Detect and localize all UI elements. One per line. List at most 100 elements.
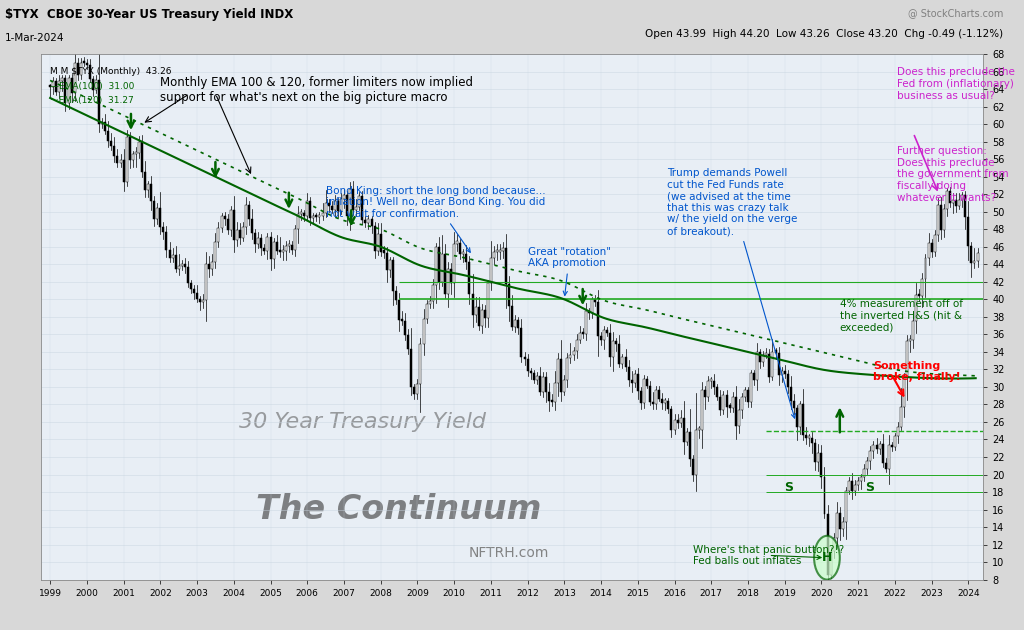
Bar — [172, 255, 173, 258]
Bar — [343, 195, 345, 199]
Bar — [58, 81, 60, 93]
Bar — [790, 387, 792, 401]
Bar — [132, 154, 134, 160]
Text: 30 Year Treasury Yield: 30 Year Treasury Yield — [239, 412, 485, 432]
Bar — [677, 420, 679, 423]
Bar — [579, 333, 581, 340]
Bar — [548, 392, 550, 401]
Bar — [315, 215, 317, 217]
Bar — [282, 250, 284, 252]
Bar — [55, 81, 57, 93]
Text: 4% measurement off of
the inverted H&S (hit &
exceeded): 4% measurement off of the inverted H&S (… — [840, 299, 963, 333]
Bar — [594, 299, 596, 302]
Bar — [695, 430, 697, 476]
Bar — [508, 284, 510, 306]
Bar — [526, 359, 528, 371]
Bar — [129, 137, 131, 160]
Bar — [214, 243, 216, 262]
Bar — [740, 397, 742, 410]
Bar — [946, 191, 948, 209]
Bar — [98, 80, 100, 124]
Bar — [692, 459, 694, 476]
Bar — [220, 216, 222, 229]
Bar — [894, 436, 896, 447]
Bar — [151, 184, 153, 200]
Bar — [377, 234, 379, 251]
Bar — [680, 418, 682, 423]
Bar — [863, 469, 865, 477]
Bar — [882, 444, 884, 463]
Bar — [414, 387, 416, 394]
Bar — [374, 226, 376, 251]
Bar — [444, 254, 446, 294]
Bar — [202, 300, 204, 302]
Bar — [705, 390, 707, 397]
Text: Open 43.99  High 44.20  Low 43.26  Close 43.20  Chg -0.49 (-1.12%): Open 43.99 High 44.20 Low 43.26 Close 43… — [645, 30, 1004, 40]
Bar — [625, 357, 627, 367]
Bar — [245, 205, 247, 227]
Bar — [588, 311, 590, 312]
Bar — [493, 253, 495, 258]
Bar — [872, 445, 874, 451]
Bar — [551, 399, 553, 402]
Bar — [848, 481, 850, 491]
Bar — [420, 344, 422, 384]
Bar — [637, 374, 639, 391]
Bar — [349, 189, 351, 216]
Bar — [144, 172, 146, 190]
Bar — [208, 264, 210, 269]
Bar — [432, 285, 434, 301]
Bar — [943, 209, 945, 230]
Bar — [974, 261, 976, 263]
Bar — [160, 208, 162, 227]
Bar — [312, 216, 314, 218]
Bar — [340, 199, 342, 211]
Bar — [955, 200, 957, 206]
Bar — [358, 197, 360, 207]
Bar — [686, 432, 688, 442]
Bar — [542, 377, 544, 392]
Bar — [952, 200, 954, 203]
Bar — [193, 289, 195, 293]
Bar — [949, 191, 951, 203]
Bar — [236, 230, 238, 240]
Bar — [380, 234, 382, 253]
Bar — [80, 63, 82, 75]
Bar — [780, 371, 782, 375]
Bar — [471, 294, 473, 316]
Bar — [940, 205, 942, 230]
Text: Monthly EMA 100 & 120, former limiters now implied
support for what's next on th: Monthly EMA 100 & 120, former limiters n… — [161, 76, 473, 104]
Bar — [833, 538, 835, 551]
Bar — [288, 244, 290, 246]
Bar — [404, 321, 407, 335]
Text: Trump demands Powell
cut the Fed Funds rate
(we advised at the time
that this wa: Trump demands Powell cut the Fed Funds r… — [668, 168, 798, 418]
Bar — [272, 241, 274, 260]
Bar — [805, 435, 807, 438]
Bar — [903, 377, 905, 407]
Bar — [649, 386, 651, 402]
Bar — [211, 262, 213, 269]
Bar — [426, 304, 428, 319]
Bar — [934, 236, 936, 252]
Bar — [532, 373, 535, 380]
Text: M M $TYX (Monthly)  43.26: M M $TYX (Monthly) 43.26 — [50, 67, 172, 76]
Bar — [655, 390, 657, 404]
Bar — [49, 84, 51, 87]
Bar — [117, 156, 119, 163]
Text: S: S — [784, 481, 793, 494]
Text: S: S — [864, 481, 873, 494]
Bar — [435, 247, 437, 285]
Bar — [468, 263, 470, 294]
Text: H: H — [821, 551, 833, 564]
Bar — [931, 243, 933, 252]
Bar — [260, 238, 262, 248]
Bar — [395, 290, 397, 300]
Bar — [371, 219, 373, 226]
Bar — [628, 367, 630, 381]
Bar — [774, 350, 776, 353]
Bar — [829, 551, 831, 575]
Bar — [732, 397, 733, 408]
Bar — [383, 250, 385, 253]
Bar — [743, 390, 745, 397]
Bar — [603, 330, 605, 340]
